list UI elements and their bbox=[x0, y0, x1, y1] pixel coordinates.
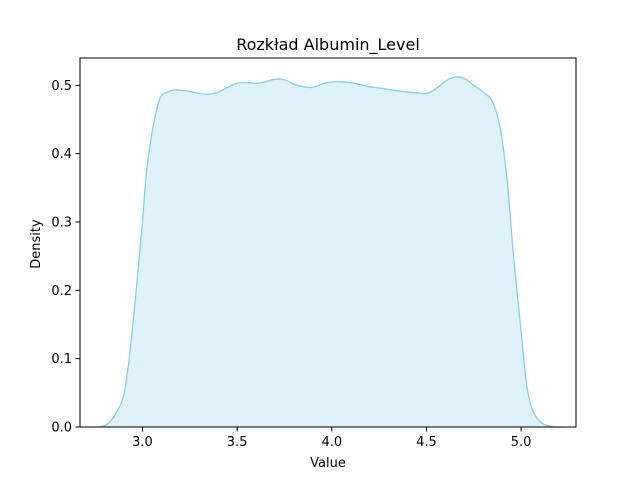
y-tick-label: 0.1 bbox=[51, 352, 72, 367]
chart-title: Rozkład Albumin_Level bbox=[236, 35, 420, 55]
x-tick-label: 4.5 bbox=[416, 435, 437, 450]
y-tick-label: 0.3 bbox=[51, 216, 72, 231]
x-tick-label: 3.0 bbox=[132, 435, 153, 450]
y-tick-label: 0.5 bbox=[51, 79, 72, 94]
plot-area bbox=[79, 57, 577, 428]
y-axis-label: Density bbox=[29, 219, 44, 269]
x-tick-label: 3.5 bbox=[227, 435, 248, 450]
x-tick-label: 5.0 bbox=[511, 435, 532, 450]
plot-frame bbox=[79, 57, 577, 428]
y-tick-label: 0.2 bbox=[51, 284, 72, 299]
y-tick-label: 0.4 bbox=[51, 147, 72, 162]
y-tick-label: 0.0 bbox=[51, 421, 72, 436]
y-axis: 0.0 0.1 0.2 0.3 0.4 0.5 bbox=[51, 79, 80, 436]
density-fill bbox=[98, 76, 563, 428]
x-tick-label: 4.0 bbox=[321, 435, 342, 450]
x-axis: 3.0 3.5 4.0 4.5 5.0 bbox=[132, 427, 531, 450]
x-axis-label: Value bbox=[310, 456, 346, 471]
density-line bbox=[98, 76, 563, 428]
